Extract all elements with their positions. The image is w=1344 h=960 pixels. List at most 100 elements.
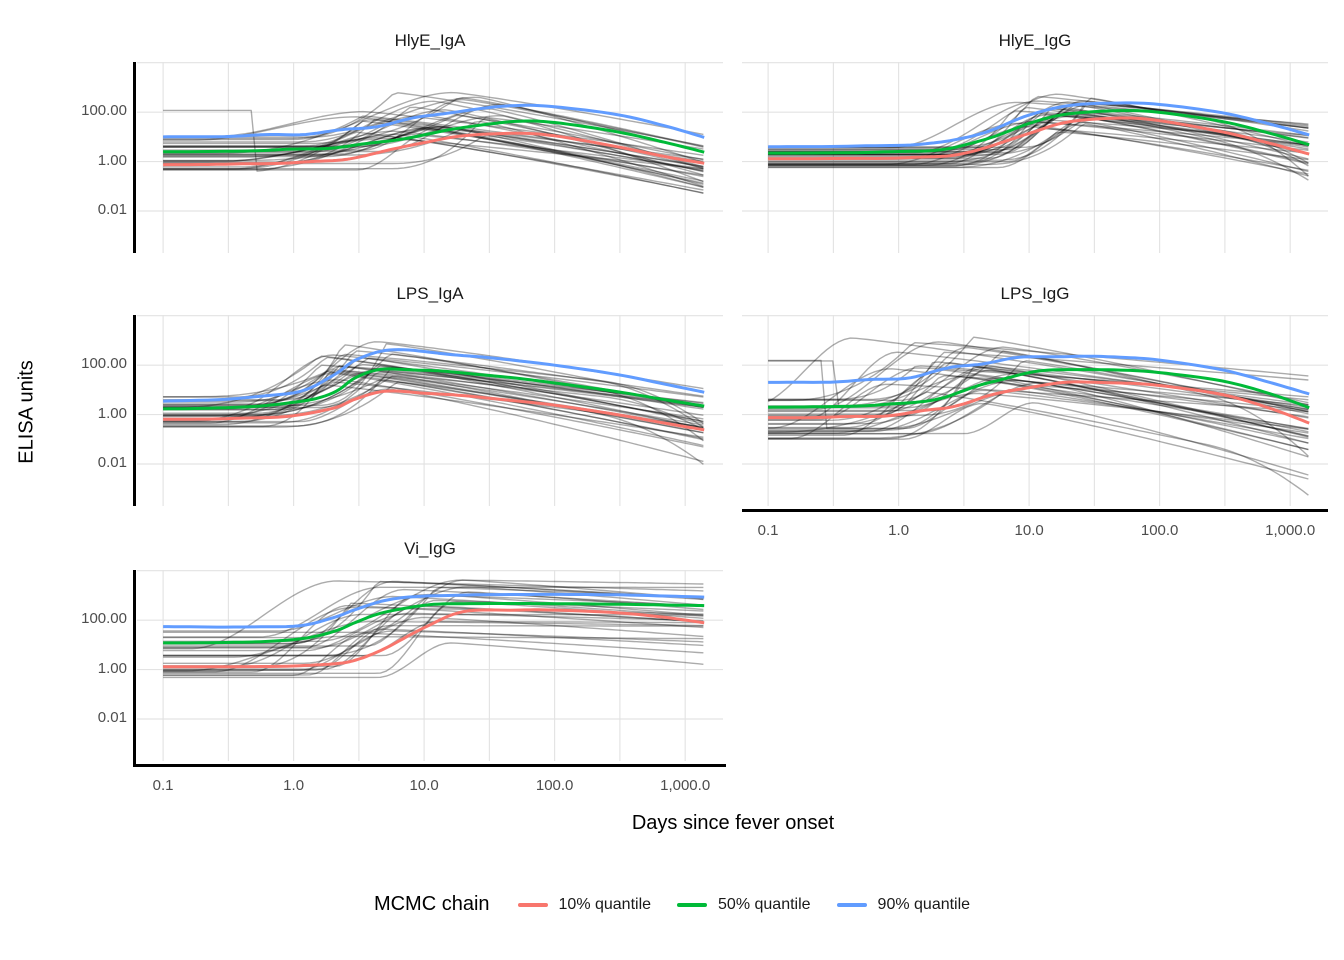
posterior-draw-line — [768, 100, 1309, 151]
posterior-draw-line — [768, 392, 1309, 434]
posterior-draw-line — [768, 336, 1309, 406]
posterior-draw-line — [163, 350, 704, 414]
legend-item-50-quantile: 50% quantile — [677, 896, 811, 914]
posterior-draw-line — [768, 379, 1309, 433]
posterior-draw-line — [163, 97, 704, 148]
posterior-draw-line — [768, 115, 1309, 165]
legend-swatch-90-quantile — [836, 902, 867, 907]
posterior-draw-line — [163, 96, 704, 164]
posterior-draw-line — [768, 377, 1309, 433]
y-tick-label: 0.01 — [97, 453, 127, 471]
legend-title: MCMC chain — [373, 893, 490, 915]
posterior-draw-line — [163, 100, 704, 168]
panel-title-lps-igg: LPS_IgG — [1000, 284, 1070, 303]
posterior-draw-line — [163, 624, 704, 671]
posterior-draw-line — [163, 115, 704, 183]
x-axis-line-left-column — [133, 764, 726, 767]
posterior-draw-line — [163, 369, 704, 431]
posterior-draw-line — [163, 365, 704, 429]
legend-swatch-10-quantile — [517, 902, 548, 907]
posterior-draw-line — [768, 375, 1309, 425]
quantile-curve-90-quantile — [163, 103, 705, 139]
quantile-curve-10-quantile — [163, 389, 705, 432]
x-tick-label: 10.0 — [409, 777, 439, 794]
posterior-draw-line — [163, 388, 704, 463]
posterior-draw-line — [768, 382, 1309, 451]
panel-lps-iga — [137, 315, 723, 506]
y-tick-label: 100.00 — [81, 102, 127, 120]
posterior-draw-line — [163, 127, 704, 185]
posterior-draw-line — [163, 130, 704, 176]
posterior-draw-line — [163, 372, 704, 434]
legend: MCMC chain 10% quantile 50% quantile 90%… — [0, 893, 1344, 916]
posterior-draw-line — [768, 126, 1309, 171]
x-axis-line-right-column — [742, 509, 1328, 512]
y-tick-label: 0.01 — [97, 708, 127, 726]
posterior-draw-line — [768, 116, 1309, 156]
posterior-draw-line — [163, 613, 704, 667]
legend-item-10-quantile: 10% quantile — [517, 895, 652, 914]
posterior-draw-line — [163, 133, 704, 170]
posterior-draw-line — [768, 131, 1309, 168]
legend-label-10-quantile: 10% quantile — [558, 895, 652, 913]
posterior-draw-line — [163, 371, 704, 424]
posterior-draw-line — [768, 365, 1309, 438]
quantile-curve-10-quantile — [163, 131, 705, 167]
posterior-draw-line — [163, 131, 704, 191]
posterior-draw-line — [163, 604, 704, 670]
posterior-draw-line — [768, 402, 1309, 476]
posterior-draw-line — [768, 121, 1309, 173]
panel-plot-area-vi-igg — [137, 570, 723, 761]
quantile-curve-50-quantile — [163, 119, 705, 154]
posterior-draw-line — [163, 586, 704, 638]
panel-plot-area-lps-iga — [137, 315, 723, 506]
posterior-draw-line — [163, 367, 704, 408]
posterior-draw-line — [768, 365, 1309, 401]
posterior-draw-line — [163, 364, 704, 419]
y-tick-label: 100.00 — [81, 610, 127, 628]
quantile-curve-50-quantile — [768, 109, 1310, 155]
posterior-draw-line — [163, 381, 704, 441]
posterior-draw-line — [163, 591, 704, 657]
panel-plot-area-hlye-igg — [742, 62, 1328, 253]
panel-hlye-igg — [742, 62, 1328, 253]
posterior-draw-line — [163, 128, 704, 189]
posterior-draw-line — [163, 344, 704, 442]
posterior-draw-line — [163, 122, 704, 184]
posterior-draw-line — [163, 616, 704, 664]
quantile-curve-90-quantile — [768, 101, 1310, 149]
posterior-draw-line — [163, 108, 704, 170]
panel-hlye-iga — [137, 62, 723, 253]
posterior-draw-line — [163, 109, 704, 178]
posterior-draw-line — [163, 114, 704, 173]
panel-title-hlye-iga: HlyE_IgA — [394, 31, 466, 50]
quantile-curve-50-quantile — [163, 602, 705, 645]
posterior-draw-line — [768, 361, 1309, 429]
quantile-curve-50-quantile — [768, 368, 1310, 410]
posterior-draw-line — [163, 580, 704, 645]
legend-label-50-quantile: 50% quantile — [718, 895, 811, 913]
posterior-draw-line — [163, 642, 704, 679]
posterior-draw-line — [768, 369, 1309, 436]
y-tick-label: 100.00 — [81, 355, 127, 373]
legend-label-90-quantile: 90% quantile — [877, 895, 971, 913]
posterior-draw-line — [163, 370, 704, 440]
posterior-draw-line — [768, 367, 1309, 421]
posterior-draw-line — [163, 599, 704, 647]
legend-item-90-quantile: 90% quantile — [836, 895, 971, 914]
quantile-curve-10-quantile — [768, 380, 1310, 425]
panel-plot-area-lps-igg — [742, 315, 1328, 506]
panel-title-hlye-igg: HlyE_IgG — [998, 31, 1072, 50]
posterior-draw-line — [163, 579, 704, 633]
posterior-draw-line — [163, 612, 704, 652]
posterior-draw-line — [163, 114, 704, 161]
posterior-draw-line — [163, 136, 704, 194]
panel-plot-area-hlye-iga — [137, 62, 723, 253]
x-tick-label: 100.0 — [1140, 522, 1179, 539]
posterior-draw-line — [768, 117, 1309, 164]
x-tick-label: 1.0 — [283, 777, 305, 794]
x-axis-title: Days since fever onset — [631, 812, 835, 834]
posterior-draw-line — [163, 605, 704, 673]
posterior-draw-line — [163, 375, 704, 465]
